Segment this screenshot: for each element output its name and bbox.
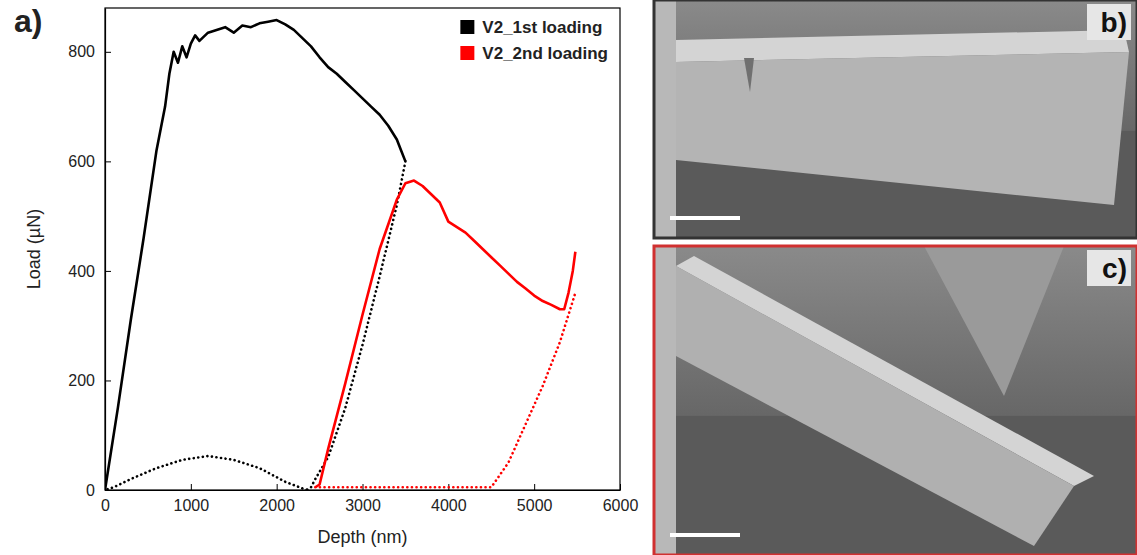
x-tick-mark bbox=[534, 484, 535, 490]
legend-item: V2_2nd loading bbox=[460, 44, 608, 63]
x-tick-label: 5000 bbox=[517, 497, 553, 514]
y-tick: 800 bbox=[68, 43, 111, 60]
y-tick-mark bbox=[105, 161, 111, 162]
legend-marker bbox=[460, 46, 474, 60]
y-axis-title: Load (µN) bbox=[24, 209, 44, 289]
x-tick: 5000 bbox=[517, 484, 553, 514]
y-tick: 400 bbox=[68, 263, 111, 280]
legend: V2_1st loading V2_2nd loading bbox=[460, 18, 608, 63]
y-tick-mark bbox=[105, 380, 111, 381]
series-line bbox=[105, 456, 307, 490]
x-tick-label: 0 bbox=[101, 497, 110, 514]
x-tick: 6000 bbox=[603, 484, 639, 514]
x-axis-line bbox=[106, 490, 621, 491]
x-tick: 1000 bbox=[174, 484, 210, 514]
image-border bbox=[654, 0, 1137, 238]
y-axis: 0 200 400 600 800 bbox=[68, 9, 111, 499]
label-patch bbox=[1087, 4, 1131, 40]
indenter bbox=[924, 246, 1064, 396]
y-tick-label: 800 bbox=[68, 43, 95, 60]
x-tick-label: 3000 bbox=[345, 497, 381, 514]
x-tick-mark bbox=[620, 484, 621, 490]
support bbox=[654, 246, 676, 555]
plot-frame bbox=[105, 8, 620, 490]
legend-label: V2_2nd loading bbox=[482, 44, 608, 63]
scale-bar bbox=[670, 533, 740, 537]
y-tick-mark bbox=[105, 271, 111, 272]
figure: 0 1000 2000 3000 4000 5000 6000 0 200 400 600 800 De… bbox=[0, 0, 1137, 555]
beam-side bbox=[676, 52, 1129, 205]
series-line bbox=[315, 293, 575, 487]
image-background bbox=[654, 0, 1137, 238]
sem-image: c) bbox=[654, 246, 1137, 555]
scale-bar bbox=[670, 216, 740, 220]
y-tick-label: 0 bbox=[86, 482, 95, 499]
series-line bbox=[307, 161, 406, 490]
label-patch bbox=[1087, 250, 1131, 286]
x-tick-mark bbox=[191, 484, 192, 490]
x-axis: 0 1000 2000 3000 4000 5000 6000 bbox=[101, 484, 638, 514]
plot-area bbox=[105, 20, 575, 490]
y-tick-label: 400 bbox=[68, 263, 95, 280]
series-line bbox=[315, 181, 575, 488]
notch bbox=[744, 58, 754, 92]
support bbox=[654, 0, 676, 238]
x-tick-label: 1000 bbox=[174, 497, 210, 514]
sem-image: b) bbox=[654, 0, 1137, 238]
panel-label: a) bbox=[14, 3, 42, 39]
y-tick-mark bbox=[105, 490, 111, 491]
y-tick-label: 600 bbox=[68, 153, 95, 170]
panel-label: b) bbox=[1101, 7, 1127, 38]
panel-label: c) bbox=[1102, 253, 1127, 284]
y-axis-line bbox=[105, 9, 106, 491]
x-tick-mark bbox=[277, 484, 278, 490]
legend-label: V2_1st loading bbox=[482, 18, 602, 37]
image-background bbox=[654, 246, 1137, 555]
image-border bbox=[654, 246, 1137, 555]
x-axis-title: Depth (nm) bbox=[317, 527, 407, 547]
y-tick: 200 bbox=[68, 372, 111, 389]
x-tick: 2000 bbox=[259, 484, 295, 514]
x-tick: 3000 bbox=[345, 484, 381, 514]
legend-item: V2_1st loading bbox=[460, 18, 602, 37]
x-tick-label: 6000 bbox=[603, 497, 639, 514]
x-tick-label: 4000 bbox=[431, 497, 467, 514]
series-line bbox=[105, 20, 405, 490]
x-tick-label: 2000 bbox=[259, 497, 295, 514]
y-tick-mark bbox=[105, 52, 111, 53]
legend-marker bbox=[460, 20, 474, 34]
y-tick: 600 bbox=[68, 153, 111, 170]
y-tick: 0 bbox=[86, 482, 111, 499]
y-tick-label: 200 bbox=[68, 372, 95, 389]
